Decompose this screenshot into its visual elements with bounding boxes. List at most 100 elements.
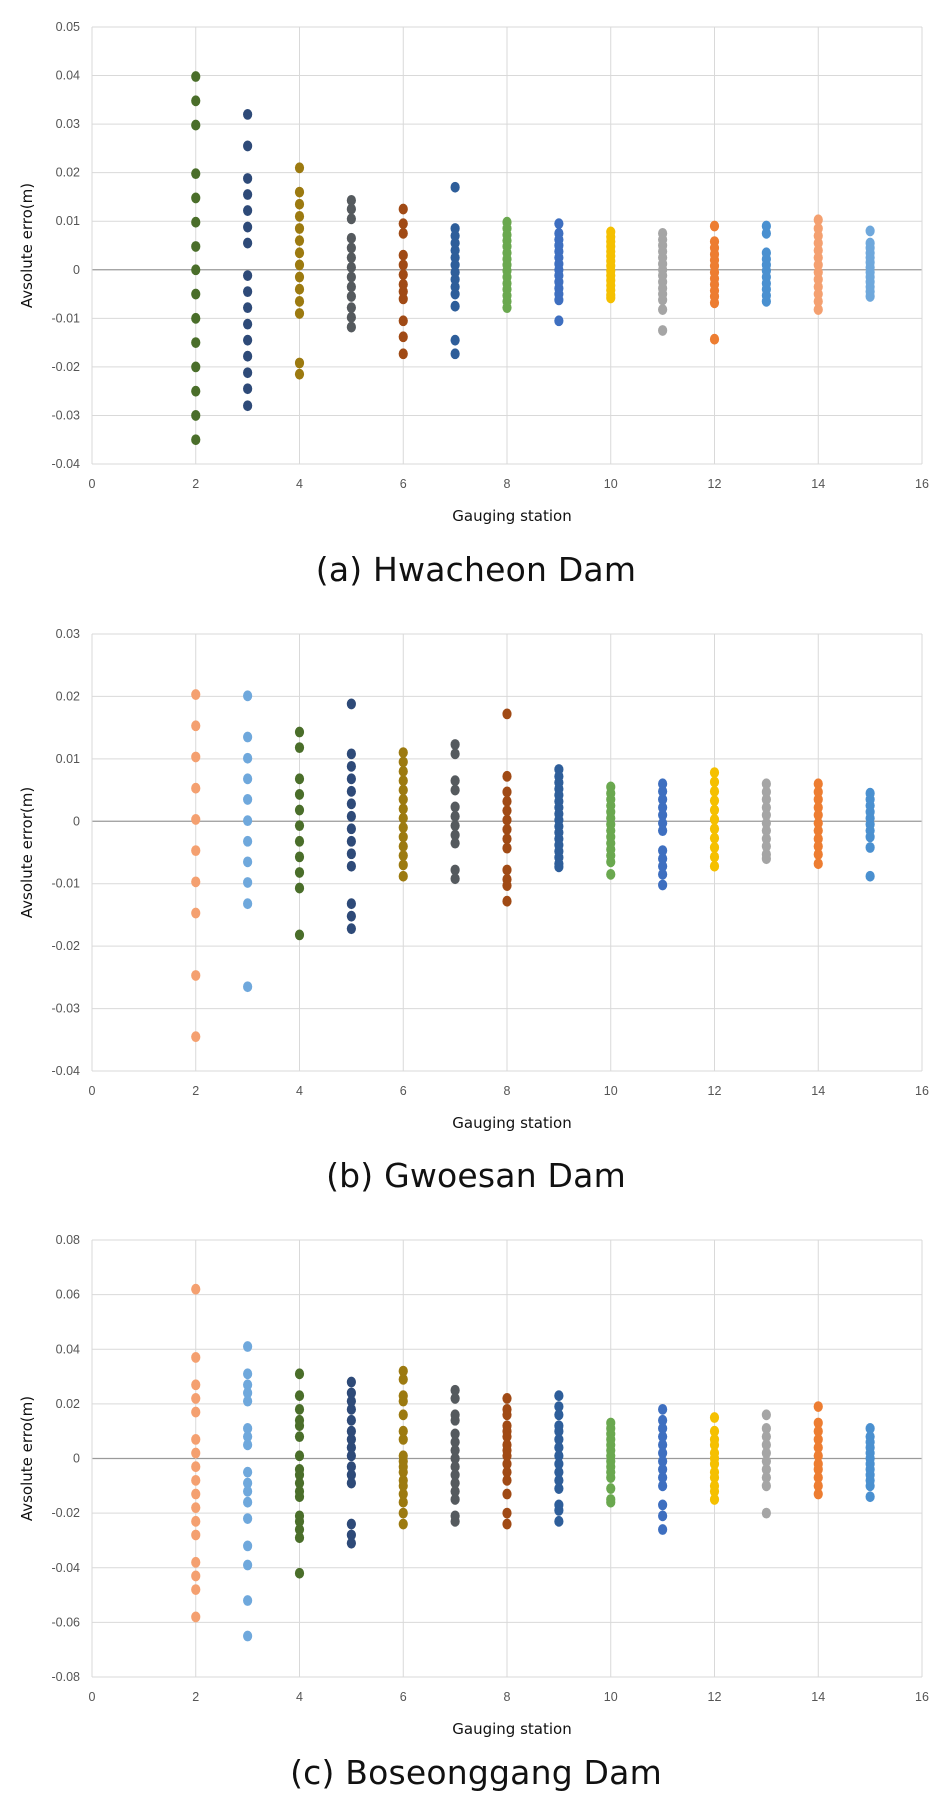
data-point bbox=[761, 786, 771, 798]
chart-panel-a: -0.04 -0.03 -0.02 -0.01 0 0.01 0.02 0.03 0.04 0.0… bbox=[0, 0, 952, 600]
data-point bbox=[398, 1507, 408, 1519]
data-point bbox=[865, 1480, 875, 1492]
data-point bbox=[346, 1469, 356, 1481]
data-point bbox=[191, 845, 201, 857]
y-tick-label: 0 bbox=[73, 263, 80, 277]
data-point bbox=[502, 770, 512, 782]
data-point bbox=[346, 232, 356, 244]
data-point bbox=[294, 210, 305, 222]
y-tick-label: 0.04 bbox=[56, 1342, 80, 1356]
data-point bbox=[294, 186, 305, 198]
data-point bbox=[450, 1393, 460, 1404]
data-point bbox=[502, 1431, 512, 1443]
data-point bbox=[294, 368, 305, 380]
data-point bbox=[658, 860, 668, 872]
data-point bbox=[243, 383, 253, 395]
data-point bbox=[346, 252, 356, 264]
data-point bbox=[346, 773, 356, 785]
data-point bbox=[813, 833, 823, 845]
data-point bbox=[398, 1488, 408, 1500]
data-point bbox=[502, 1488, 512, 1500]
data-point bbox=[243, 318, 253, 330]
data-point bbox=[243, 1387, 253, 1399]
data-point bbox=[294, 820, 305, 832]
data-point bbox=[606, 1496, 616, 1508]
data-point bbox=[450, 1461, 460, 1473]
data-point bbox=[450, 1494, 460, 1505]
data-point bbox=[398, 1395, 408, 1407]
data-point bbox=[191, 1406, 201, 1418]
data-point bbox=[398, 747, 408, 759]
caption-hwacheon: (a) Hwacheon Dam bbox=[315, 550, 637, 589]
data-point bbox=[709, 1425, 720, 1437]
data-point bbox=[709, 1494, 720, 1505]
x-tick-label: 10 bbox=[604, 477, 618, 491]
data-point bbox=[450, 1414, 460, 1426]
data-point bbox=[294, 247, 305, 259]
data-point bbox=[813, 1488, 823, 1500]
data-point bbox=[191, 1584, 201, 1595]
data-point bbox=[450, 1444, 460, 1456]
data-point bbox=[709, 297, 720, 309]
data-point bbox=[294, 882, 305, 894]
data-point bbox=[813, 1401, 823, 1413]
data-point bbox=[294, 929, 305, 941]
data-point bbox=[294, 726, 305, 738]
data-point bbox=[243, 1630, 253, 1642]
x-tick-label: 0 bbox=[89, 1690, 96, 1704]
data-point bbox=[709, 1412, 720, 1423]
data-point bbox=[554, 1474, 564, 1486]
data-point bbox=[450, 1428, 460, 1440]
x-tick-label: 2 bbox=[192, 1690, 199, 1704]
y-tick-label: 0.03 bbox=[56, 117, 80, 131]
x-tick-label: 4 bbox=[296, 1690, 303, 1704]
data-point bbox=[450, 1453, 460, 1464]
data-point bbox=[658, 809, 668, 821]
data-point bbox=[813, 786, 823, 798]
y-tick-label: 0 bbox=[73, 814, 80, 828]
y-tick-label: -0.02 bbox=[52, 1506, 81, 1520]
data-point bbox=[450, 775, 460, 787]
data-point bbox=[346, 1477, 356, 1489]
data-point bbox=[191, 751, 201, 763]
data-point bbox=[761, 817, 771, 829]
x-tick-label: 4 bbox=[296, 1084, 303, 1098]
data-point bbox=[709, 814, 720, 825]
data-point bbox=[346, 194, 356, 206]
data-point bbox=[243, 221, 253, 233]
data-point bbox=[761, 1472, 771, 1484]
data-point bbox=[658, 1414, 668, 1426]
data-point bbox=[502, 824, 512, 835]
data-point bbox=[191, 312, 201, 324]
data-point bbox=[813, 825, 823, 837]
y-tick-label: 0.02 bbox=[56, 1397, 80, 1411]
data-point bbox=[658, 294, 668, 306]
data-point bbox=[658, 778, 668, 790]
data-point bbox=[398, 1518, 408, 1530]
data-point bbox=[813, 1425, 823, 1437]
data-point bbox=[502, 805, 512, 817]
data-point bbox=[709, 776, 720, 788]
data-point bbox=[709, 1458, 720, 1470]
chart-panel-c: -0.08 -0.06 -0.04 -0.02 0 0.02 0.04 0.06 0.08 0 2 4… bbox=[0, 1200, 952, 1801]
data-point bbox=[554, 1401, 564, 1413]
data-point bbox=[191, 241, 201, 252]
data-point bbox=[450, 348, 460, 360]
data-point bbox=[709, 1472, 720, 1484]
data-point bbox=[502, 1409, 512, 1421]
data-point bbox=[606, 868, 616, 880]
y-tick-label: -0.02 bbox=[52, 939, 81, 953]
x-tick-label: 10 bbox=[604, 1084, 618, 1098]
data-point bbox=[761, 1480, 771, 1492]
data-point bbox=[243, 334, 253, 346]
data-point bbox=[813, 802, 823, 813]
data-point bbox=[243, 1379, 253, 1391]
data-point bbox=[709, 1439, 720, 1451]
data-point bbox=[502, 786, 512, 798]
data-point bbox=[813, 1480, 823, 1492]
data-point bbox=[709, 333, 720, 345]
data-point bbox=[243, 302, 253, 314]
data-point bbox=[398, 784, 408, 796]
data-point bbox=[554, 861, 564, 873]
x-tick-label: 6 bbox=[400, 1084, 407, 1098]
